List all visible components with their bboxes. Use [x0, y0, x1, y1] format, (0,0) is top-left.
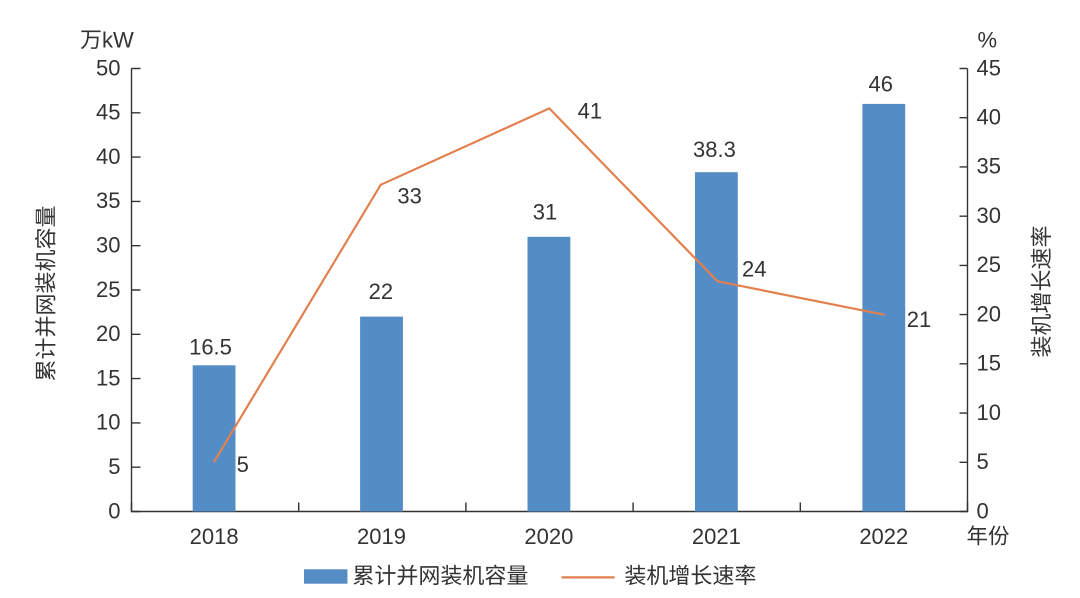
svg-text:45: 45: [96, 100, 120, 125]
svg-text:2019: 2019: [357, 524, 406, 549]
svg-text:2020: 2020: [524, 524, 573, 549]
svg-text:20: 20: [96, 321, 120, 346]
svg-text:40: 40: [977, 105, 1001, 130]
svg-text:41: 41: [578, 98, 602, 123]
svg-text:35: 35: [96, 188, 120, 213]
svg-text:0: 0: [108, 498, 120, 523]
svg-text:0: 0: [977, 498, 989, 523]
svg-text:22: 22: [369, 279, 393, 304]
svg-text:10: 10: [96, 410, 120, 435]
svg-text:20: 20: [977, 301, 1001, 326]
svg-text:2022: 2022: [859, 524, 908, 549]
svg-text:2021: 2021: [692, 524, 741, 549]
svg-text:5: 5: [237, 452, 249, 477]
svg-text:30: 30: [96, 233, 120, 258]
svg-text:15: 15: [977, 351, 1001, 376]
svg-text:10: 10: [977, 400, 1001, 425]
svg-text:16.5: 16.5: [189, 335, 232, 360]
svg-text:15: 15: [96, 365, 120, 390]
svg-text:25: 25: [977, 252, 1001, 277]
svg-text:30: 30: [977, 203, 1001, 228]
svg-text:kW: kW: [102, 27, 134, 52]
svg-text:38.3: 38.3: [693, 137, 736, 162]
svg-text:2018: 2018: [190, 524, 239, 549]
svg-text:25: 25: [96, 277, 120, 302]
svg-text:%: %: [978, 27, 998, 52]
svg-text:33: 33: [397, 184, 421, 209]
svg-text:45: 45: [977, 55, 1001, 80]
svg-text:35: 35: [977, 154, 1001, 179]
svg-text:5: 5: [977, 449, 989, 474]
svg-text:5: 5: [108, 454, 120, 479]
svg-text:31: 31: [533, 199, 557, 224]
svg-text:46: 46: [868, 72, 892, 97]
svg-text:21: 21: [907, 307, 931, 332]
svg-text:24: 24: [742, 257, 766, 282]
svg-text:50: 50: [96, 55, 120, 80]
svg-text:40: 40: [96, 144, 120, 169]
